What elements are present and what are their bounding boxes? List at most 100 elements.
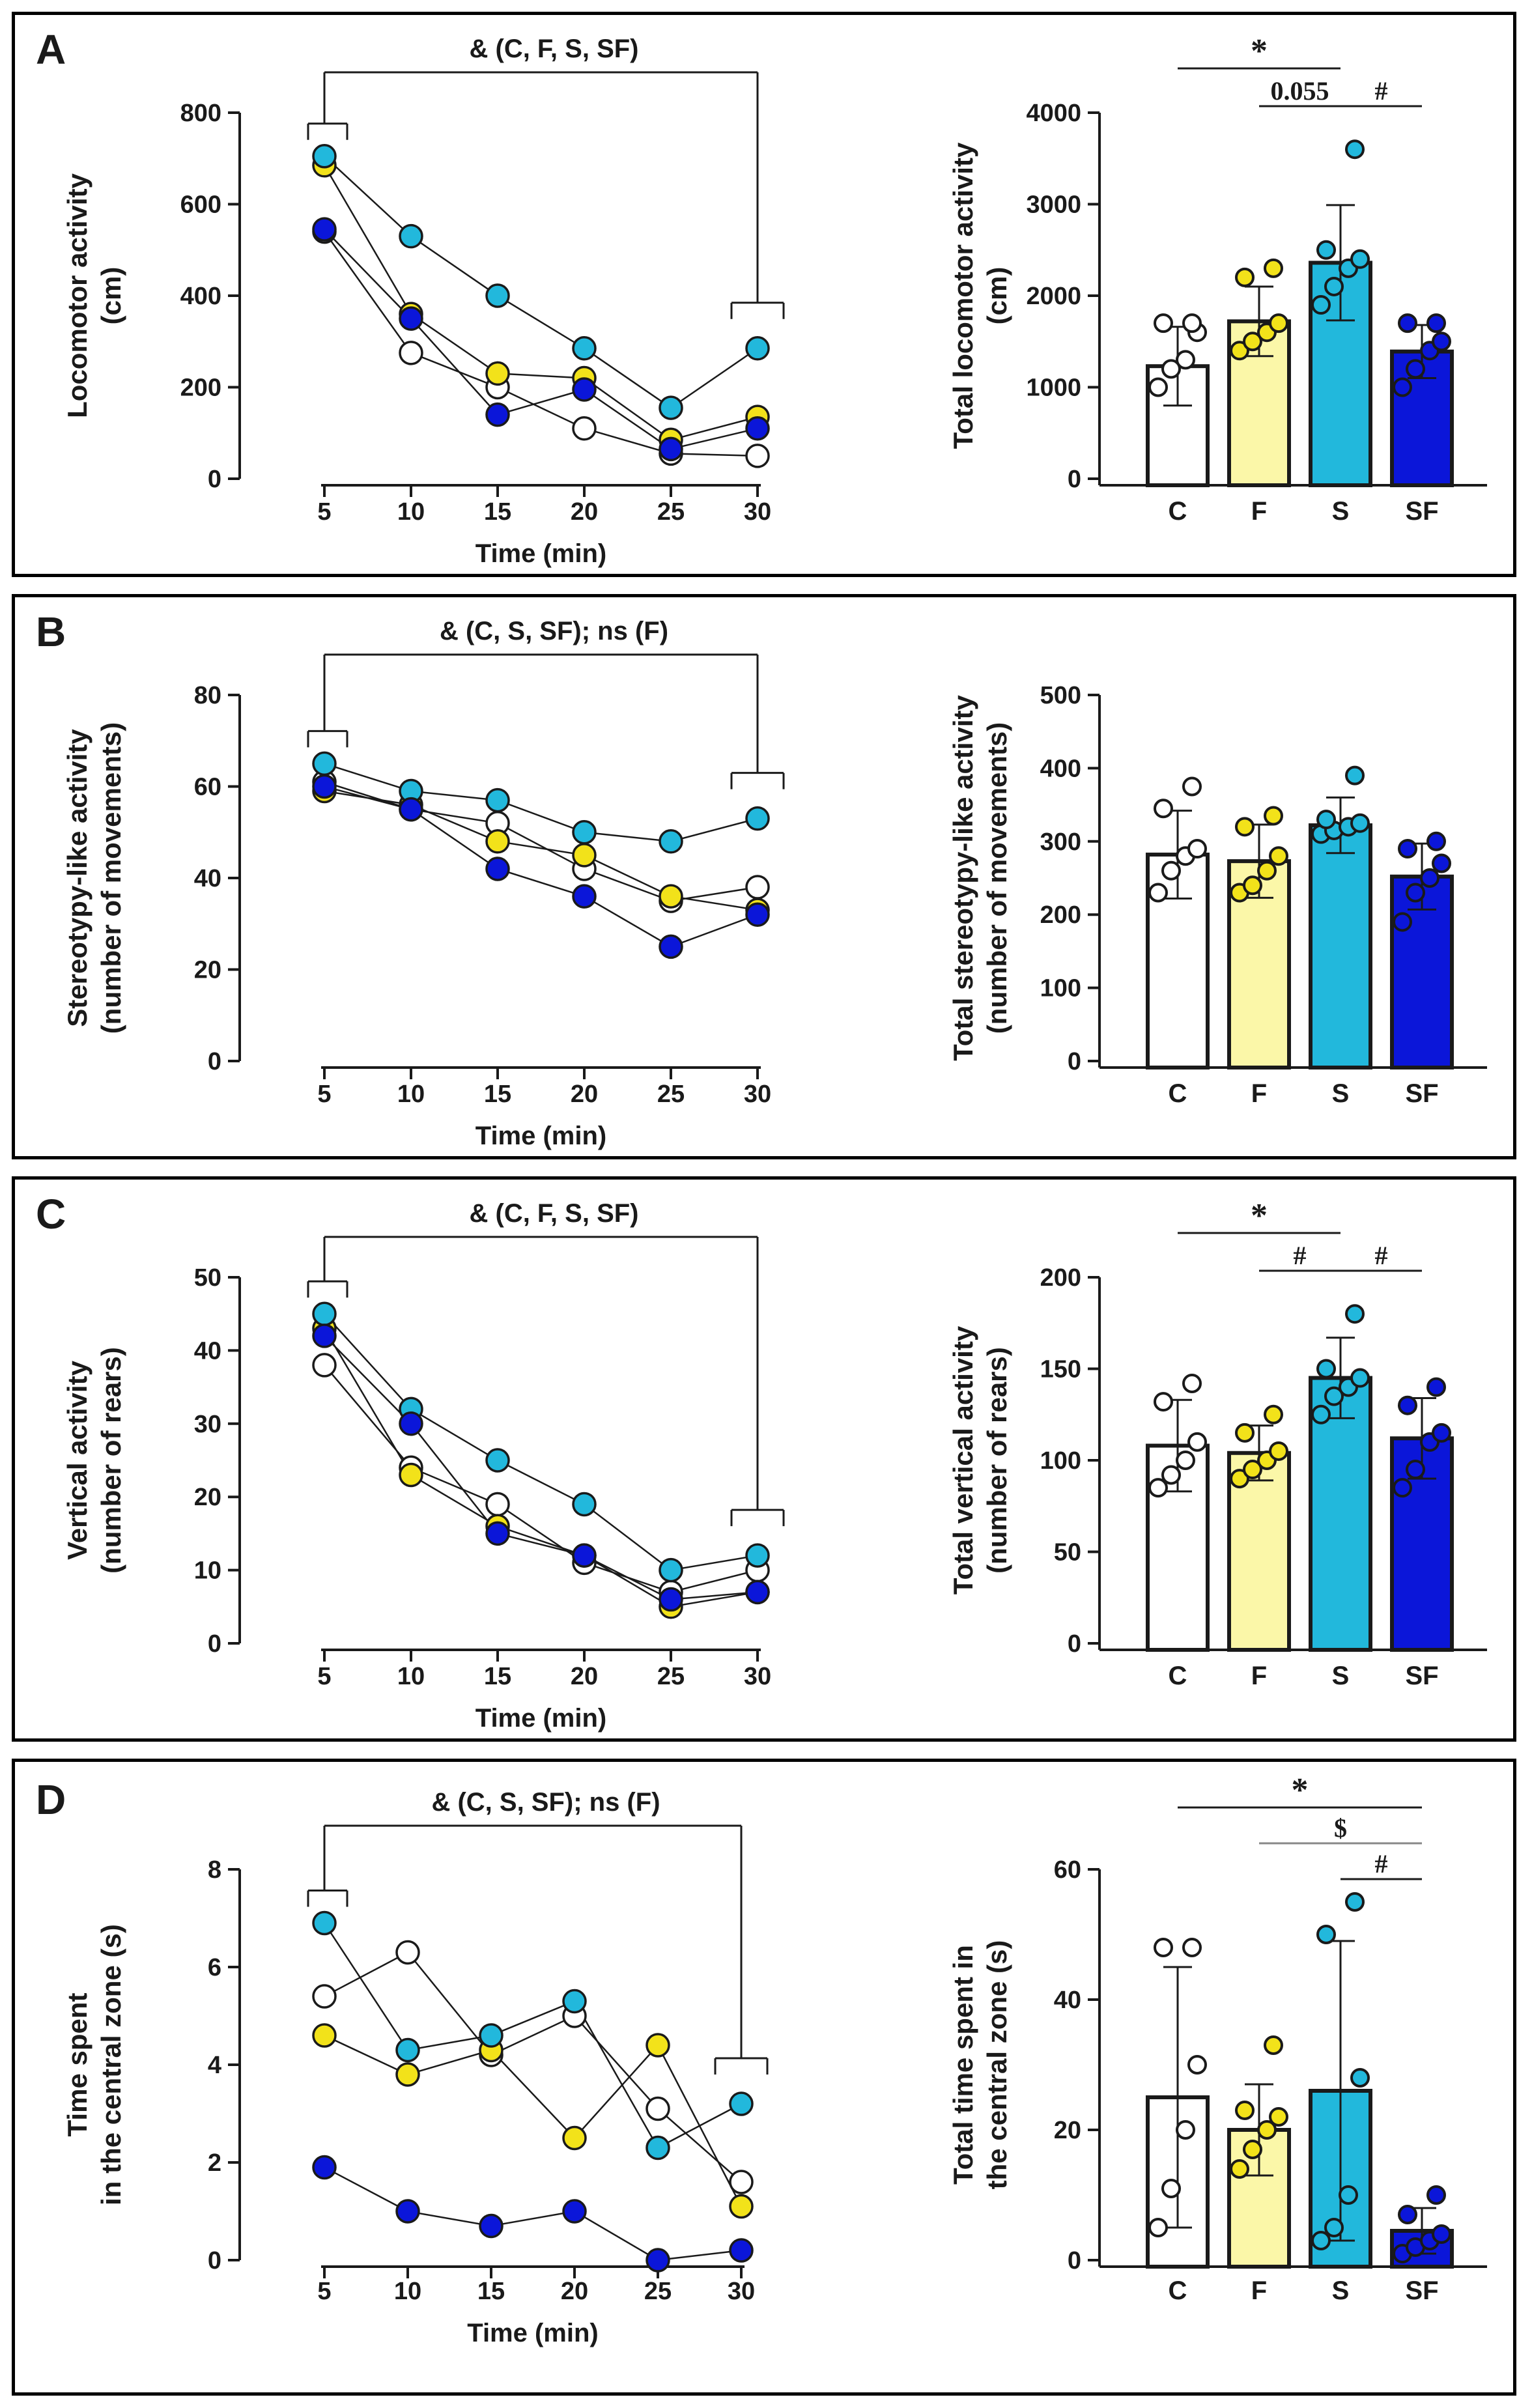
- dot-F: [1230, 2159, 1249, 2179]
- point-F: [659, 884, 683, 909]
- line-x-tick-label: 15: [484, 1081, 511, 1108]
- panel-letter: C: [36, 1191, 66, 1238]
- line-x-tick-label: 20: [571, 1081, 598, 1108]
- panel-c: C 0 10 20 30 40 50 5 10 15 20 25 30 Time (min) Vertica…: [12, 1176, 1516, 1742]
- dot-SF: [1393, 377, 1412, 397]
- line-x-tick-label: 5: [317, 2278, 331, 2305]
- bar-category-label: S: [1332, 1662, 1350, 1690]
- dot-F: [1269, 2107, 1288, 2127]
- line-x-tick-label: 5: [317, 1663, 331, 1690]
- series-line-S: [324, 155, 758, 409]
- bar-y-tick-label: 150: [1040, 1356, 1081, 1383]
- bar-y-tick-label: 3000: [1026, 191, 1081, 219]
- bar-y-tick-label: 40: [1054, 1987, 1081, 2014]
- point-C: [729, 2170, 754, 2194]
- dot-S: [1311, 2231, 1331, 2250]
- line-y-tick-label: 0: [208, 466, 221, 493]
- dot-C: [1182, 1938, 1202, 1957]
- point-S: [572, 1492, 597, 1517]
- point-F: [562, 2125, 587, 2151]
- bar-category-label: C: [1169, 2276, 1187, 2305]
- line-y-tick-label: 4: [208, 2052, 221, 2079]
- dot-SF: [1432, 2224, 1451, 2244]
- line-x-tick-label: 20: [571, 1663, 598, 1690]
- significance-label: #: [1375, 1241, 1388, 1270]
- significance-label: #: [1375, 76, 1388, 106]
- dot-F: [1243, 875, 1262, 896]
- significance-label: $: [1334, 1813, 1347, 1843]
- line-x-tick-label: 15: [484, 1663, 511, 1690]
- point-SF: [572, 884, 597, 909]
- bar-y-axis-title-line: the central zone (s): [982, 1940, 1012, 2190]
- point-S: [572, 820, 597, 845]
- point-SF: [745, 1579, 770, 1605]
- dot-C: [1176, 350, 1195, 370]
- line-y-tick-label: 40: [194, 865, 221, 892]
- line-x-tick-label: 30: [744, 498, 771, 526]
- series-line-S: [324, 763, 758, 843]
- point-C: [745, 444, 770, 468]
- bar-y-axis-title: Total time spent in the central zone (s): [948, 1940, 1012, 2190]
- dot-C: [1154, 1392, 1173, 1412]
- dot-SF: [1426, 2185, 1446, 2205]
- dot-S: [1311, 295, 1331, 315]
- point-S: [479, 2023, 504, 2048]
- point-S: [645, 2135, 670, 2160]
- bar-y-tick-label: 400: [1040, 755, 1081, 782]
- dot-S: [1345, 1892, 1365, 1912]
- dot-SF: [1426, 313, 1446, 333]
- point-S: [562, 1989, 587, 2014]
- panel-d: D 0 2 4 6 8 5 10 15 20 25 30 Time (min) Time spent in …: [12, 1759, 1516, 2396]
- dot-C: [1161, 359, 1181, 379]
- series-line-C: [324, 1365, 758, 1593]
- dot-F: [1269, 1441, 1288, 1461]
- bar-y-axis-title: Total stereotypy-like activity (number of…: [948, 694, 1012, 1060]
- dot-F: [1269, 846, 1288, 866]
- line-y-axis-title: Time spent in the central zone (s): [62, 1924, 126, 2205]
- dot-S: [1345, 765, 1365, 786]
- dot-F: [1257, 2120, 1277, 2140]
- line-y-axis-title-line: Vertical activity: [62, 1360, 92, 1559]
- point-SF: [659, 934, 683, 959]
- point-C: [312, 1353, 337, 1378]
- dot-C: [1148, 883, 1168, 903]
- bar-category-label: F: [1251, 497, 1267, 526]
- bar-y-axis-title-line: Total time spent in: [948, 1945, 978, 2185]
- bar-y-tick-label: 1000: [1026, 375, 1081, 402]
- point-C: [312, 1984, 337, 2009]
- bar-category-label: SF: [1405, 2276, 1438, 2305]
- line-y-axis-title-line: (number of movements): [96, 722, 126, 1034]
- point-S: [312, 1301, 337, 1326]
- bar-category-label: S: [1332, 1079, 1350, 1108]
- point-F: [485, 829, 510, 854]
- bar-y-tick-label: 0: [1068, 466, 1081, 493]
- point-S: [745, 1543, 770, 1568]
- point-F: [395, 2062, 420, 2087]
- panel-a: A 0 200 400 600 800 5 10 15 20 25 30 Time (min) Locom…: [12, 12, 1516, 577]
- bar-y-axis-title: Total vertical activity (number of rears): [948, 1325, 1012, 1594]
- bar-y-tick-label: 0: [1068, 1048, 1081, 1075]
- bar-category-label: SF: [1405, 1079, 1438, 1108]
- line-y-tick-label: 200: [180, 375, 221, 402]
- point-SF: [399, 306, 423, 331]
- line-y-axis-title-line: in the central zone (s): [96, 1924, 126, 2205]
- line-x-tick-label: 15: [477, 2278, 505, 2305]
- dot-C: [1187, 2055, 1207, 2075]
- point-S: [729, 2091, 754, 2116]
- point-S: [312, 1910, 337, 1936]
- bar-y-tick-label: 200: [1040, 901, 1081, 929]
- dot-SF: [1406, 359, 1425, 379]
- bar-y-tick-label: 200: [1040, 1264, 1081, 1292]
- point-SF: [485, 402, 510, 427]
- dot-F: [1264, 2035, 1283, 2055]
- dot-SF: [1398, 2205, 1417, 2224]
- line-y-tick-label: 600: [180, 191, 221, 219]
- point-SF: [399, 1411, 423, 1436]
- series-line-F: [324, 790, 758, 911]
- bracket-label: & (C, F, S, SF): [470, 35, 639, 63]
- line-y-tick-label: 6: [208, 1954, 221, 1981]
- line-y-tick-label: 40: [194, 1337, 221, 1365]
- point-SF: [399, 797, 423, 822]
- panel-d-figure: D 0 2 4 6 8 5 10 15 20 25 30 Time (min) Time spent in …: [36, 1772, 1487, 2347]
- dot-F: [1235, 2101, 1255, 2120]
